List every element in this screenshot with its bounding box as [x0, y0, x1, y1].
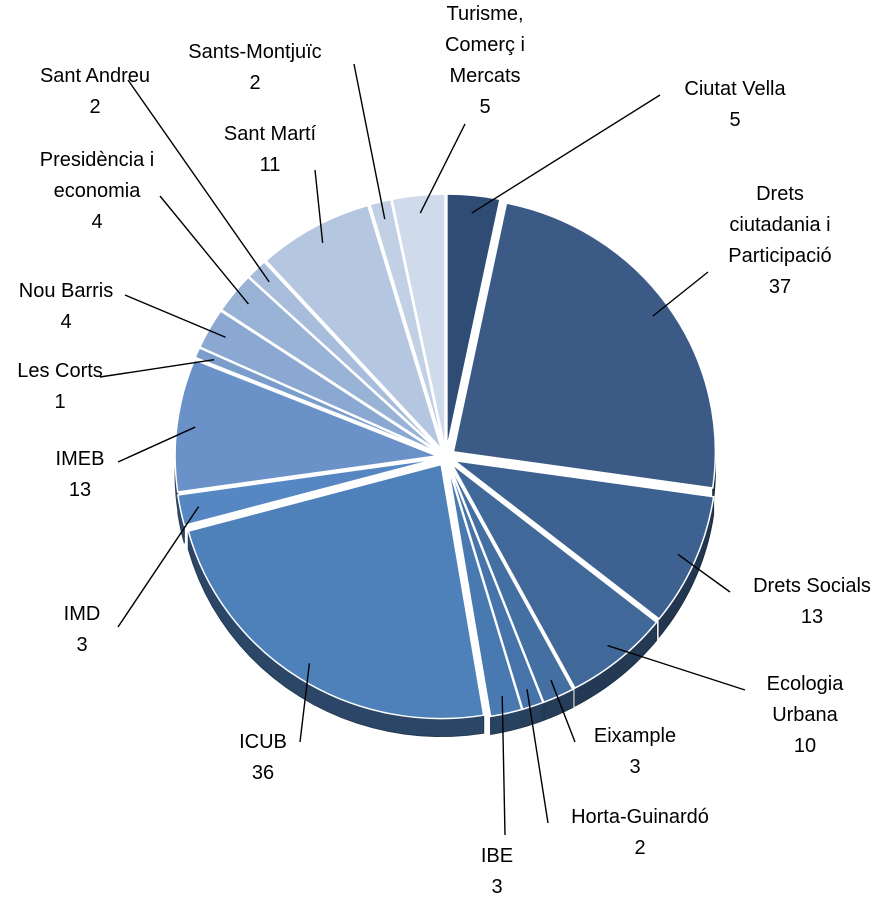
slice-nou-barris: [198, 309, 439, 454]
slice-label-drets-socials-0: Drets Socials: [753, 575, 871, 597]
leader-line-eixample: [550, 679, 576, 743]
slice-les-corts: [194, 346, 439, 455]
slice-ciutat-vella: [446, 193, 501, 449]
slice-value-sants-montjuic: 2: [249, 72, 260, 94]
leader-line-drets-ciutadania-i-participacio: [652, 271, 709, 317]
slice-label-ecologia-urbana-0: Ecologia: [767, 673, 845, 695]
slice-label-eixample-0: Eixample: [594, 725, 676, 747]
slice-imd: [177, 458, 438, 527]
slice-label-drets-ciutadania-i-participacio-2: Participació: [728, 245, 831, 267]
slice-label-horta-guinardo-0: Horta-Guinardó: [571, 806, 709, 828]
slice-label-sant-andreu-0: Sant Andreu: [40, 65, 150, 87]
leader-line-nou-barris: [124, 294, 226, 338]
slice-value-horta-guinardo: 2: [634, 837, 645, 859]
slice-value-turisme-comerc-i-mercats: 5: [479, 96, 490, 118]
leader-line-ciutat-vella: [471, 94, 661, 214]
slice-value-sant-marti: 11: [260, 154, 281, 176]
slice-turisme-comerc-i-mercats: [391, 193, 446, 449]
slice-labels: Ciutat Vella 5 Drets ciutadania i Participac…: [17, 3, 871, 897]
leader-line-drets-socials: [677, 553, 731, 593]
slice-value-eixample: 3: [629, 756, 640, 778]
slice-icub: [187, 463, 485, 720]
slice-value-sant-andreu: 2: [89, 96, 100, 118]
slice-label-sant-marti-0: Sant Martí: [224, 123, 317, 145]
slice-value-imd: 3: [76, 634, 87, 656]
leader-line-sant-marti: [314, 169, 324, 244]
slice-value-drets-ciutadania-i-participacio: 37: [769, 276, 791, 298]
leader-line-les-corts: [99, 359, 215, 378]
slice-sant-andreu: [247, 261, 441, 452]
slice-value-imeb: 13: [69, 479, 91, 501]
leader-line-horta-guinardo: [526, 689, 549, 824]
slice-label-sants-montjuic-0: Sants-Montjuïc: [188, 41, 321, 63]
slice-value-ciutat-vella: 5: [729, 109, 740, 131]
slice-label-turisme-comerc-i-mercats-2: Mercats: [449, 65, 520, 87]
slice-drets-ciutadania-i-participacio: [452, 202, 717, 489]
slice-label-imeb-0: IMEB: [56, 448, 105, 470]
slice-value-icub: 36: [252, 762, 274, 784]
slice-sant-marti: [264, 204, 443, 450]
slice-value-ibe: 3: [491, 876, 502, 897]
slice-label-nou-barris-0: Nou Barris: [19, 280, 113, 302]
slice-imeb: [174, 358, 440, 493]
slice-eixample: [449, 464, 574, 704]
leader-line-presidencia-i-economia: [159, 195, 250, 305]
slice-label-icub-0: ICUB: [239, 731, 287, 753]
slice-drets-socials: [451, 459, 715, 620]
leader-line-ibe: [501, 696, 506, 836]
slice-label-presidencia-i-economia-1: economia: [54, 180, 142, 202]
slice-label-drets-ciutadania-i-participacio-1: ciutadania i: [729, 214, 830, 236]
leader-line-imeb: [117, 426, 196, 463]
slice-ecologia-urbana: [451, 463, 658, 690]
pie-slices: [174, 193, 717, 720]
slice-label-drets-ciutadania-i-participacio-0: Drets: [756, 183, 804, 205]
slice-label-turisme-comerc-i-mercats-1: Comerç i: [445, 34, 525, 56]
leader-lines: [99, 63, 746, 836]
slice-label-ciutat-vella-0: Ciutat Vella: [684, 78, 786, 100]
slice-value-drets-socials: 13: [801, 606, 823, 628]
leader-line-imd: [117, 506, 200, 628]
slice-value-presidencia-i-economia: 4: [91, 211, 102, 233]
slice-label-les-corts-0: Les Corts: [17, 360, 103, 382]
slice-horta-guinardo: [448, 465, 544, 711]
leader-line-turisme-comerc-i-mercats: [419, 123, 466, 214]
slice-value-les-corts: 1: [54, 391, 65, 413]
leader-line-sant-andreu: [127, 79, 270, 283]
slice-ibe: [447, 465, 523, 718]
slice-value-ecologia-urbana: 10: [794, 735, 816, 757]
slice-label-presidencia-i-economia-0: Presidència i: [40, 149, 155, 171]
leader-line-ecologia-urbana: [607, 644, 746, 691]
slice-presidencia-i-economia: [220, 276, 440, 453]
slice-label-imd-0: IMD: [64, 603, 101, 625]
leader-line-icub: [299, 663, 311, 743]
leader-line-sants-montjuic: [353, 63, 386, 220]
slice-sants-montjuic: [369, 198, 445, 449]
slice-value-nou-barris: 4: [60, 311, 71, 333]
slice-label-ecologia-urbana-1: Urbana: [772, 704, 838, 726]
slice-label-ibe-0: IBE: [481, 845, 513, 867]
slice-label-turisme-comerc-i-mercats-0: Turisme,: [446, 3, 523, 25]
